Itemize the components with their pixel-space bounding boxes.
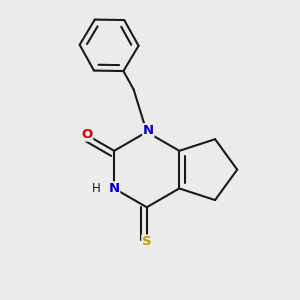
Text: H: H [92, 182, 100, 195]
Text: N: N [109, 182, 120, 195]
Text: N: N [143, 124, 154, 137]
Text: S: S [142, 235, 152, 248]
Text: O: O [81, 128, 93, 141]
